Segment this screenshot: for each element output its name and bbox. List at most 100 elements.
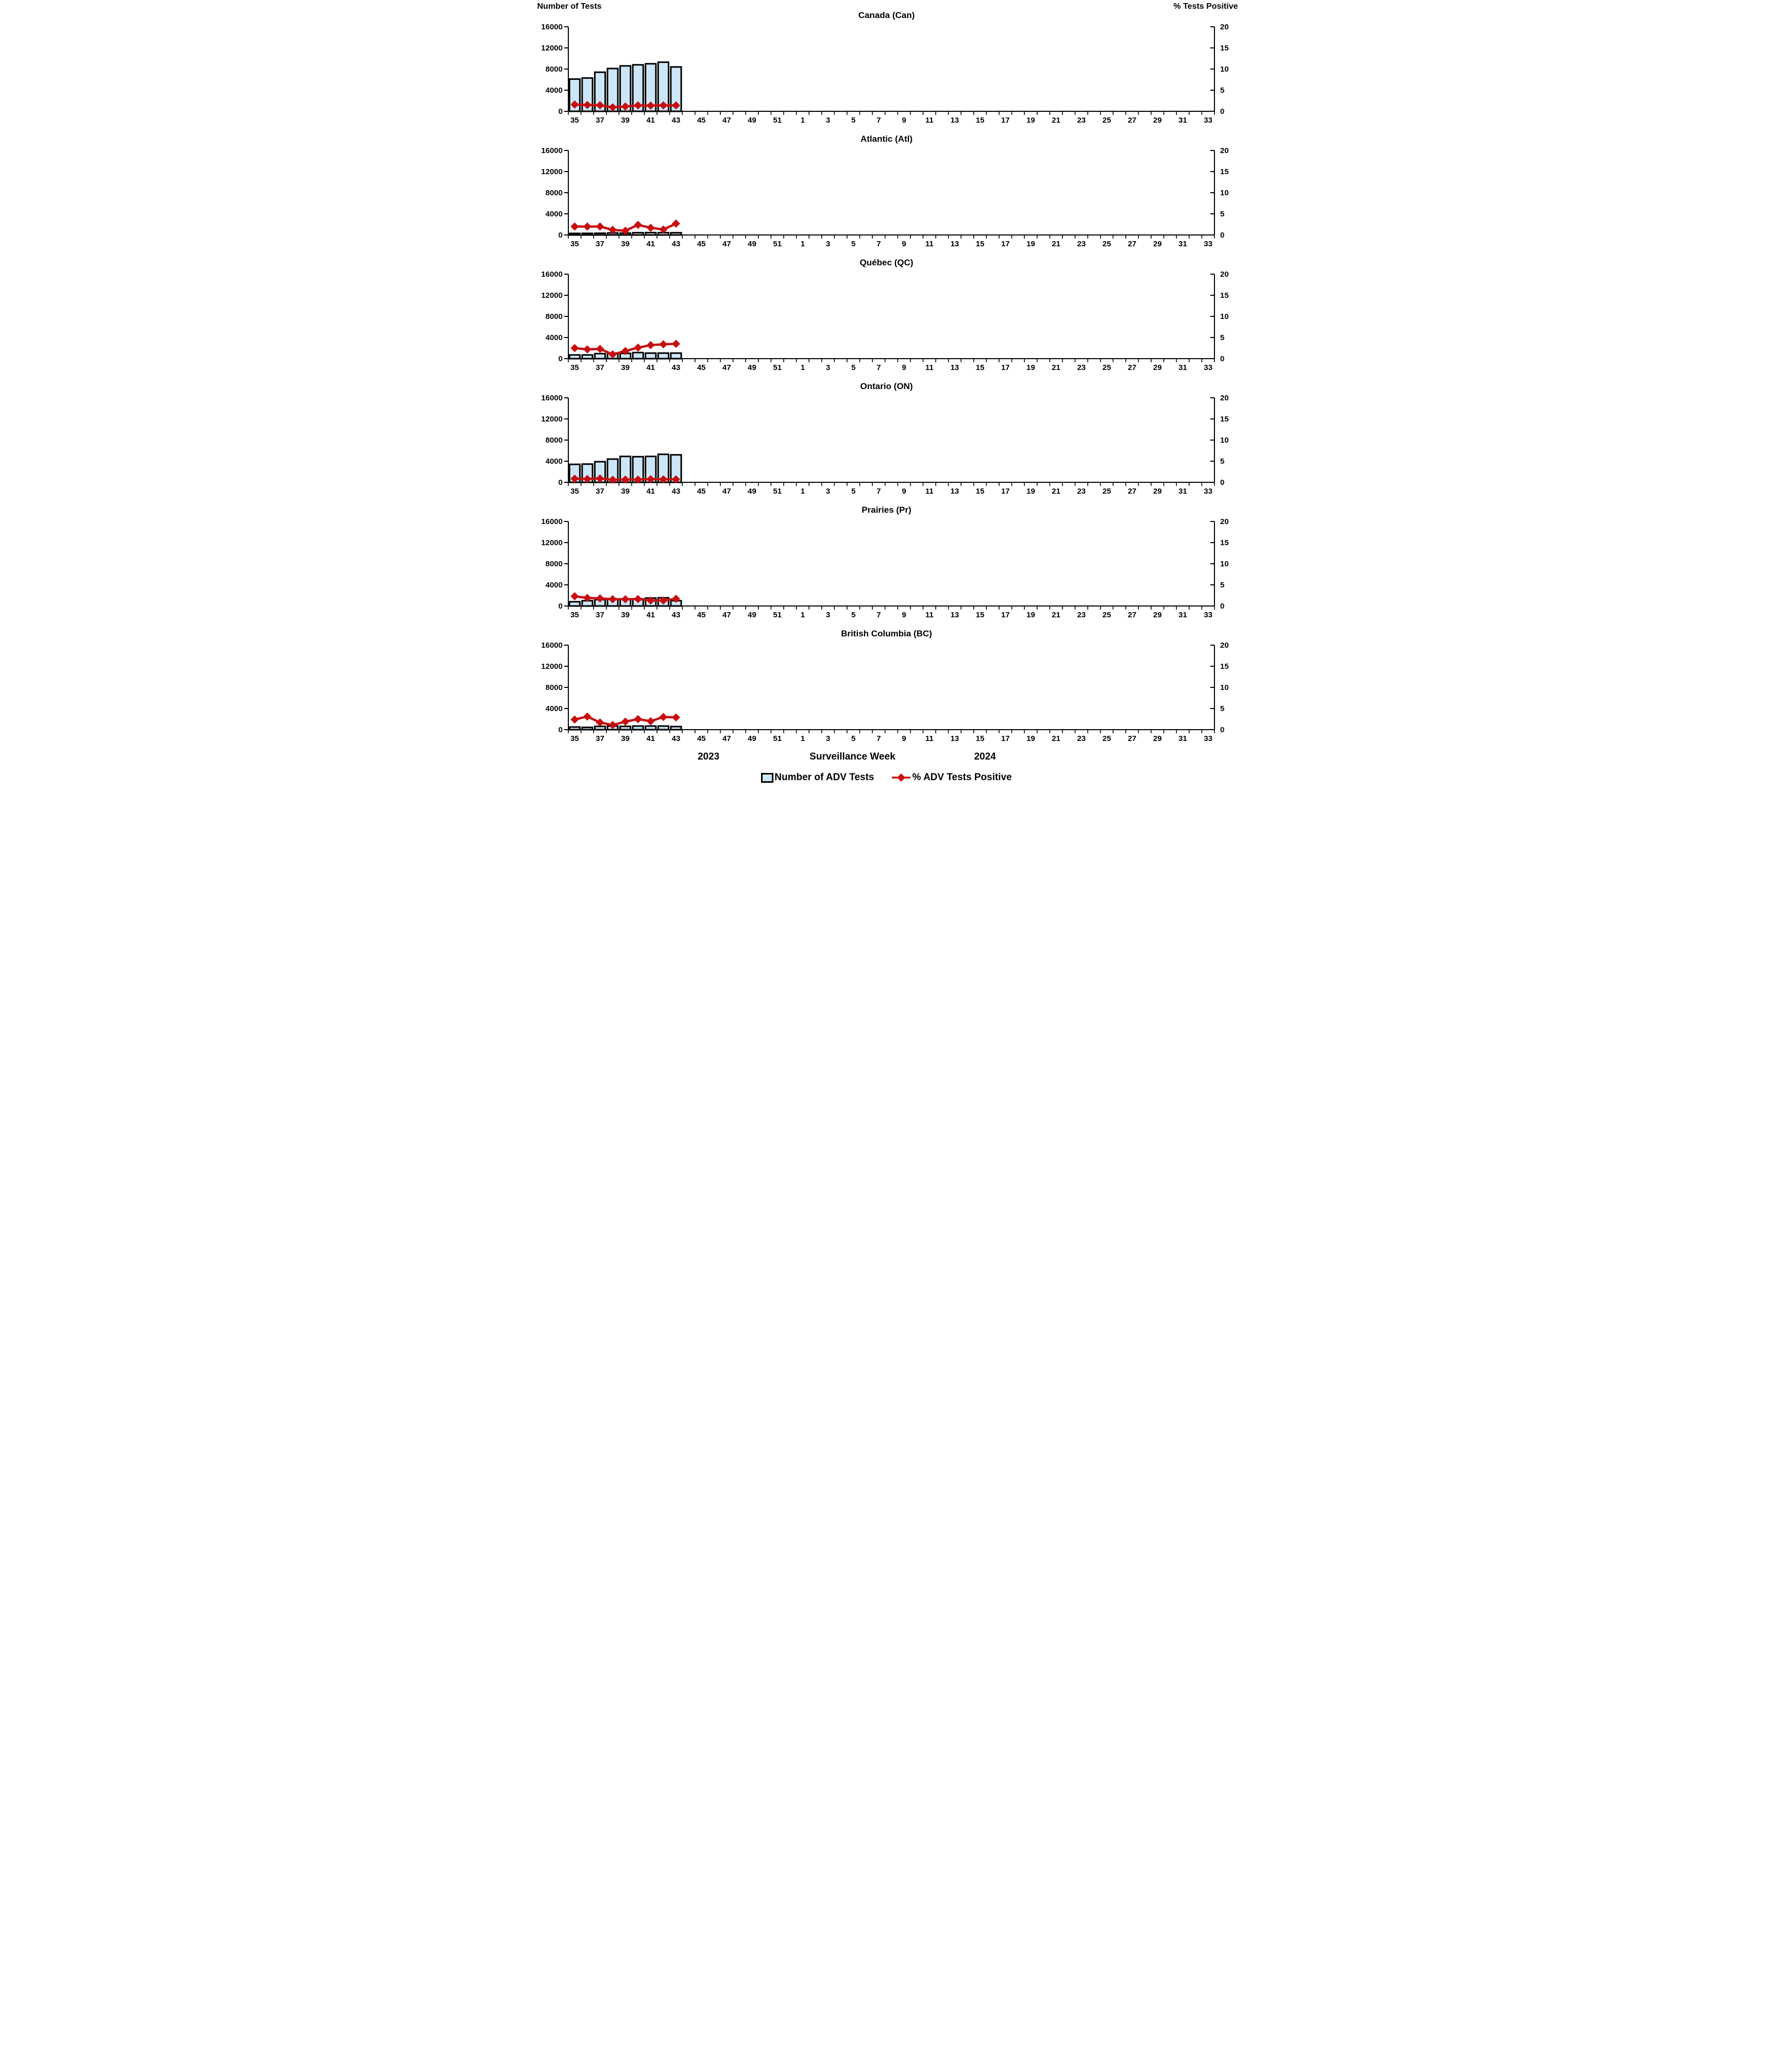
x-tick-label: 17	[1001, 240, 1009, 248]
left-tick-label: 12000	[541, 167, 563, 176]
x-tick-label: 1	[800, 363, 804, 372]
x-tick-label: 47	[722, 734, 731, 743]
bar-week-41	[644, 352, 656, 360]
panel-prairies-pr: Prairies (Pr) 0 4000 8000 12000 16000 0 5 10 15 2…	[532, 504, 1241, 619]
x-tick-label: 5	[851, 487, 855, 496]
bar-week-43	[669, 352, 682, 360]
x-tick-label: 17	[1001, 611, 1009, 619]
x-tick-label: 7	[876, 363, 881, 372]
x-tick-label: 19	[1026, 611, 1035, 619]
x-tick-label: 37	[596, 240, 604, 248]
diamond-marker-week-43	[671, 219, 680, 228]
x-tick-label: 27	[1127, 611, 1136, 619]
left-tick-label: 4000	[545, 457, 562, 466]
right-tick-label: 15	[1220, 291, 1229, 300]
diamond-marker-week-35	[570, 100, 579, 109]
x-tick-label: 5	[851, 363, 855, 372]
right-tick-label: 15	[1220, 167, 1229, 176]
x-tick-label: 41	[646, 363, 655, 372]
x-tick-label: 25	[1102, 363, 1111, 372]
x-tick-label: 29	[1153, 116, 1162, 125]
diamond-marker-week-42	[658, 596, 667, 605]
right-tick-label: 10	[1220, 683, 1229, 692]
x-tick-label: 7	[876, 611, 881, 619]
x-tick-label: 45	[697, 363, 705, 372]
x-tick-label: 9	[902, 240, 906, 248]
percent-positive-line	[570, 219, 680, 235]
x-tick-label: 7	[876, 487, 881, 496]
year-label-2024: 2024	[974, 751, 996, 762]
panel-canada-can: Canada (Can) 0 4000 8000 12000 16000 0 5 10 15 20…	[532, 9, 1241, 125]
x-tick-label: 1	[800, 611, 804, 619]
panel-title-ontario-on: Ontario (ON)	[860, 381, 913, 391]
x-tick-label: 15	[975, 363, 984, 372]
x-tick-label: 1	[800, 487, 804, 496]
x-tick-label: 25	[1102, 734, 1111, 743]
x-tick-label: 31	[1178, 611, 1187, 619]
x-axis-footer: 2023 Surveillance Week 2024	[532, 751, 1241, 767]
x-tick-label: 11	[925, 487, 933, 496]
x-tick-label: 41	[646, 240, 655, 248]
x-tick-label: 15	[975, 487, 984, 496]
x-tick-label: 9	[902, 116, 906, 125]
x-tick-label: 43	[671, 116, 680, 125]
x-tick-label: 51	[773, 363, 782, 372]
right-tick-label: 20	[1220, 394, 1229, 402]
x-tick-label: 39	[621, 363, 630, 372]
diamond-marker-week-43	[671, 713, 680, 722]
x-tick-label: 35	[570, 487, 579, 496]
right-tick-label: 0	[1220, 107, 1224, 116]
legend-line-label: % ADV Tests Positive	[912, 772, 1012, 783]
x-tick-label: 17	[1001, 487, 1009, 496]
x-tick-label: 49	[748, 116, 756, 125]
x-tick-label: 3	[825, 734, 830, 743]
x-tick-label: 13	[950, 363, 959, 372]
left-tick-label: 0	[558, 231, 562, 240]
diamond-marker-week-35	[570, 592, 579, 601]
x-tick-label: 29	[1153, 487, 1162, 496]
diamond-marker-week-42	[658, 475, 667, 484]
x-tick-label: 29	[1153, 611, 1162, 619]
x-tick-label: 19	[1026, 487, 1035, 496]
diamond-marker-week-35	[570, 344, 579, 352]
left-tick-label: 16000	[541, 270, 563, 279]
x-tick-label: 35	[570, 611, 579, 619]
x-tick-label: 7	[876, 734, 881, 743]
right-tick-label: 10	[1220, 312, 1229, 321]
diamond-marker-week-39	[621, 717, 630, 726]
legend-item-positive: % ADV Tests Positive	[891, 772, 1012, 783]
diamond-marker-week-37	[595, 594, 604, 603]
x-tick-label: 47	[722, 487, 731, 496]
year-label-2023: 2023	[697, 751, 720, 762]
x-tick-label: 27	[1127, 240, 1136, 248]
left-tick-label: 12000	[541, 415, 563, 424]
x-tick-label: 43	[671, 240, 680, 248]
diamond-marker-week-42	[658, 340, 667, 349]
x-tick-label: 27	[1127, 734, 1136, 743]
right-tick-label: 10	[1220, 189, 1229, 197]
left-tick-label: 4000	[545, 581, 562, 589]
diamond-marker-week-37	[595, 718, 604, 727]
right-tick-label: 10	[1220, 65, 1229, 74]
diamond-marker-week-36	[583, 222, 592, 231]
diamond-marker-week-41	[646, 475, 655, 483]
bar-week-41	[644, 725, 656, 731]
diamond-marker-week-38	[608, 350, 617, 359]
x-tick-label: 15	[975, 116, 984, 125]
panel-atlantic-atl: Atlantic (Atl) 0 4000 8000 12000 16000 0 5 10 15…	[532, 133, 1241, 248]
x-tick-label: 39	[621, 734, 630, 743]
left-tick-label: 4000	[545, 210, 562, 218]
x-tick-label: 9	[902, 611, 906, 619]
diamond-marker-week-42	[658, 713, 667, 721]
x-tick-label: 1	[800, 240, 804, 248]
x-tick-label: 23	[1077, 116, 1086, 125]
percent-positive-line	[570, 474, 680, 484]
x-tick-label: 7	[876, 240, 881, 248]
diamond-marker-week-42	[658, 225, 667, 234]
x-tick-label: 11	[925, 611, 933, 619]
diamond-marker-week-39	[621, 347, 630, 356]
x-tick-label: 25	[1102, 116, 1111, 125]
right-tick-label: 5	[1220, 704, 1224, 713]
x-tick-label: 21	[1052, 363, 1060, 372]
